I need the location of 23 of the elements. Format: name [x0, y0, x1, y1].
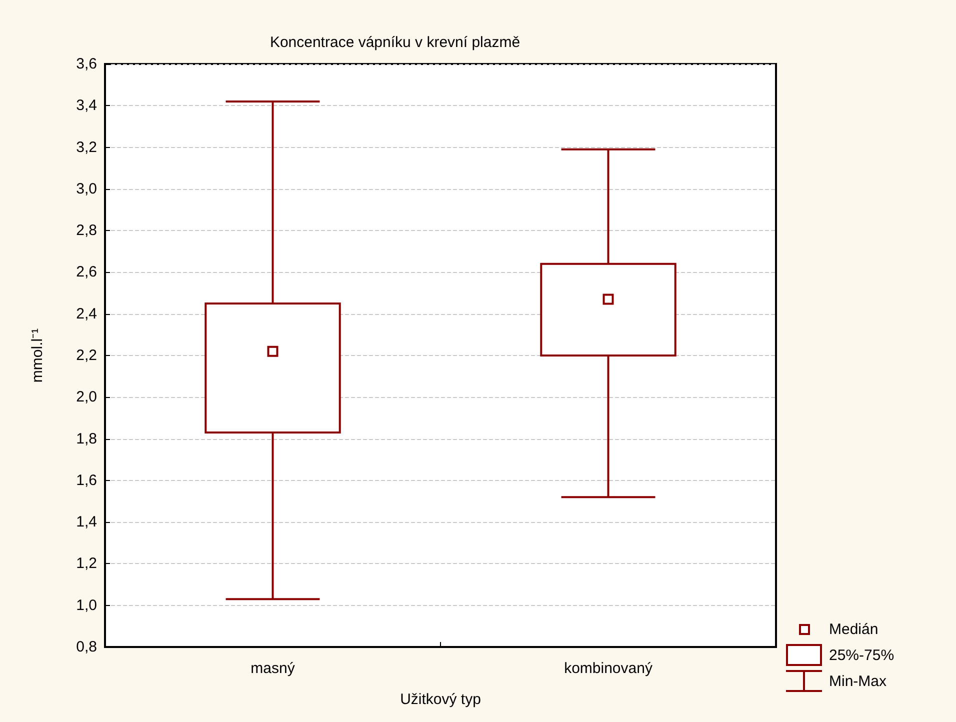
y-tick-label: 3,6 [76, 56, 97, 72]
text: Min-Max [829, 672, 887, 690]
x-tick-label: masný [250, 660, 296, 677]
y-tick-label: 2,2 [76, 347, 97, 364]
chart-title: Koncentrace vápníku v krevní plazmě [270, 34, 520, 51]
text: 25%-75% [829, 646, 894, 664]
text: Medián [829, 620, 878, 638]
y-tick-label: 0,8 [76, 638, 97, 656]
y-tick-label: 1,6 [76, 472, 97, 489]
x-tick-label: kombinovaný [564, 660, 653, 677]
y-tick-label: 1,2 [76, 555, 97, 572]
y-axis-title: mmol.l⁻¹ [29, 328, 46, 383]
y-tick-label: 3,4 [76, 97, 97, 114]
y-tick-label: 3,2 [76, 138, 97, 156]
y-tick-label: 1,0 [76, 596, 97, 614]
y-tick-label: 2,4 [76, 305, 97, 322]
x-axis-title: Užitkový typ [400, 691, 481, 708]
y-tick-label: 1,8 [76, 430, 97, 448]
y-tick-label: 1,4 [76, 514, 97, 531]
y-tick-label: 2,0 [76, 388, 97, 406]
y-tick-label: 3,0 [76, 180, 97, 198]
y-tick-label: 2,6 [76, 264, 97, 281]
y-tick-label: 2,8 [76, 222, 97, 240]
